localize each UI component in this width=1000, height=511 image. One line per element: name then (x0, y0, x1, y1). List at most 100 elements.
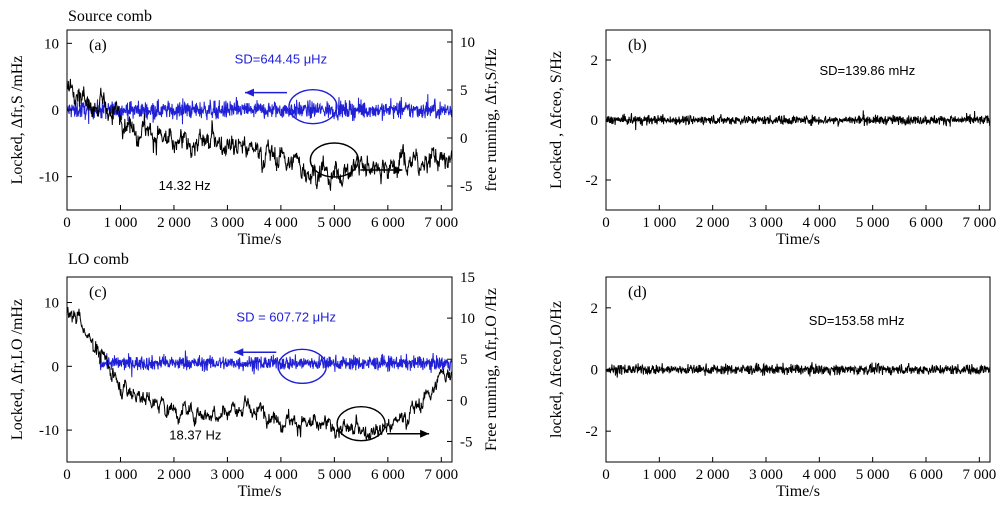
panel-label: (d) (628, 284, 647, 301)
annotation: SD=644.45 μHz (235, 51, 327, 66)
x-tick-label: 0 (602, 467, 610, 483)
y-tick-label-right: 15 (460, 270, 475, 286)
panel-d: 0 1 000 2 000 3 000 4 000 5 000 6 000 7 000 Time… (548, 276, 996, 500)
x-tick-label: 7 000 (424, 215, 458, 231)
x-axis-label: Time/s (776, 231, 820, 248)
highlight-circle (336, 406, 386, 442)
x-axis-label: Time/s (776, 483, 820, 500)
panel-a: 0 1 000 2 000 3 000 4 000 5 000 6 000 7 000 Time… (9, 29, 500, 248)
y-tick-label-left: -2 (586, 424, 599, 440)
x-tick-label: 5 000 (317, 467, 351, 483)
y-tick-label-right: 10 (460, 311, 475, 327)
y-axis-label-right: Free running, Δfr,LO /Hz (483, 288, 500, 451)
x-tick-label: 5 000 (856, 215, 890, 231)
y-tick-label-left: 2 (591, 301, 599, 317)
x-tick-label: 6 000 (909, 467, 943, 483)
arrow-head (393, 166, 403, 174)
x-tick-label: 7 000 (962, 215, 996, 231)
arrow-head (420, 429, 430, 438)
x-tick-label: 6 000 (371, 467, 405, 483)
series-line-black (67, 78, 452, 191)
annotation: SD=153.58 mHz (809, 313, 905, 328)
x-tick-label: 1 000 (642, 215, 676, 231)
annotation: SD=139.86 mHz (819, 63, 915, 78)
y-tick-label-left: -2 (586, 173, 599, 189)
y-tick-label-left: 0 (52, 359, 60, 375)
series-group (606, 110, 990, 131)
y-axis-label-left: Locked , Δfceo, S/Hz (548, 51, 565, 189)
x-tick-label: 1 000 (104, 467, 138, 483)
series-line-black (606, 110, 990, 131)
panel-c: 0 1 000 2 000 3 000 4 000 5 000 6 000 7 000 Time… (9, 270, 500, 500)
x-tick-label: 3 000 (211, 467, 245, 483)
y-tick-label-left: 2 (591, 53, 599, 69)
panel-label: (a) (89, 37, 107, 54)
x-tick-label: 1 000 (104, 215, 138, 231)
y-axis-label-left: Locked, Δfr,S /mHz (9, 56, 26, 185)
x-tick-label: 3 000 (749, 215, 783, 231)
y-tick-label-right: -5 (460, 434, 473, 450)
y-tick-label-right: 5 (460, 83, 468, 99)
x-tick-label: 0 (63, 215, 71, 231)
panel-label: (b) (628, 37, 647, 54)
y-axis-label-left: Locked, Δfr,LO /mHz (9, 299, 26, 440)
row-title-source: Source comb (68, 8, 152, 25)
x-tick-label: 6 000 (371, 215, 405, 231)
annotation: SD = 607.72 μHz (236, 310, 336, 325)
x-tick-label: 7 000 (962, 467, 996, 483)
x-tick-label: 3 000 (749, 467, 783, 483)
y-tick-label-left: 0 (591, 363, 599, 379)
plot-frame (66, 29, 453, 211)
x-tick-label: 5 000 (856, 467, 890, 483)
x-tick-label: 2 000 (157, 467, 191, 483)
x-tick-label: 0 (602, 215, 610, 231)
x-tick-label: 4 000 (802, 467, 836, 483)
x-tick-label: 6 000 (909, 215, 943, 231)
series-line-black (67, 307, 452, 441)
y-tick-label-right: -5 (460, 179, 473, 195)
y-tick-label-left: 0 (52, 103, 60, 119)
y-tick-label-right: 10 (460, 35, 475, 51)
panel-b: 0 1 000 2 000 3 000 4 000 5 000 6 000 7 000 Time… (548, 29, 996, 248)
x-tick-label: 2 000 (157, 215, 191, 231)
x-tick-label: 4 000 (802, 215, 836, 231)
x-tick-label: 1 000 (642, 467, 676, 483)
panel-label: (c) (89, 284, 107, 301)
x-tick-label: 2 000 (696, 215, 730, 231)
series-group (67, 307, 452, 441)
highlight-circle (288, 88, 338, 125)
x-tick-label: 4 000 (264, 467, 298, 483)
x-axis-label: Time/s (238, 483, 282, 500)
y-tick-label-right: 0 (460, 131, 468, 147)
y-tick-label-right: 0 (460, 393, 468, 409)
series-group (67, 78, 452, 191)
y-tick-label-right: 5 (460, 352, 468, 368)
x-tick-label: 4 000 (264, 215, 298, 231)
x-tick-label: 2 000 (696, 467, 730, 483)
y-tick-label-left: 10 (44, 296, 59, 312)
series-line-blue (67, 94, 452, 125)
x-tick-label: 7 000 (424, 467, 458, 483)
series-line-black (606, 362, 990, 378)
y-tick-label-left: -10 (39, 423, 59, 439)
row-title-lo: LO comb (68, 251, 129, 268)
y-axis-label-left: locked, Δfceo,LO/Hz (548, 301, 565, 438)
x-axis-label: Time/s (238, 231, 282, 248)
y-tick-label-left: 10 (44, 36, 59, 52)
annotation: 18.37 Hz (169, 428, 221, 443)
highlight-circle (277, 348, 327, 385)
series-line-blue (98, 350, 452, 378)
plot-frame (66, 276, 453, 463)
annotation: 14.32 Hz (159, 178, 211, 193)
arrow-head (234, 348, 244, 357)
highlight-circle (309, 142, 360, 178)
x-tick-label: 0 (63, 467, 71, 483)
y-axis-label-right: free running, Δfr,S/Hz (483, 49, 500, 192)
y-tick-label-left: -10 (39, 170, 59, 186)
x-tick-label: 3 000 (211, 215, 245, 231)
x-tick-label: 5 000 (317, 215, 351, 231)
series-group (606, 362, 990, 378)
y-tick-label-left: 0 (591, 113, 599, 129)
arrow-head (244, 88, 254, 97)
